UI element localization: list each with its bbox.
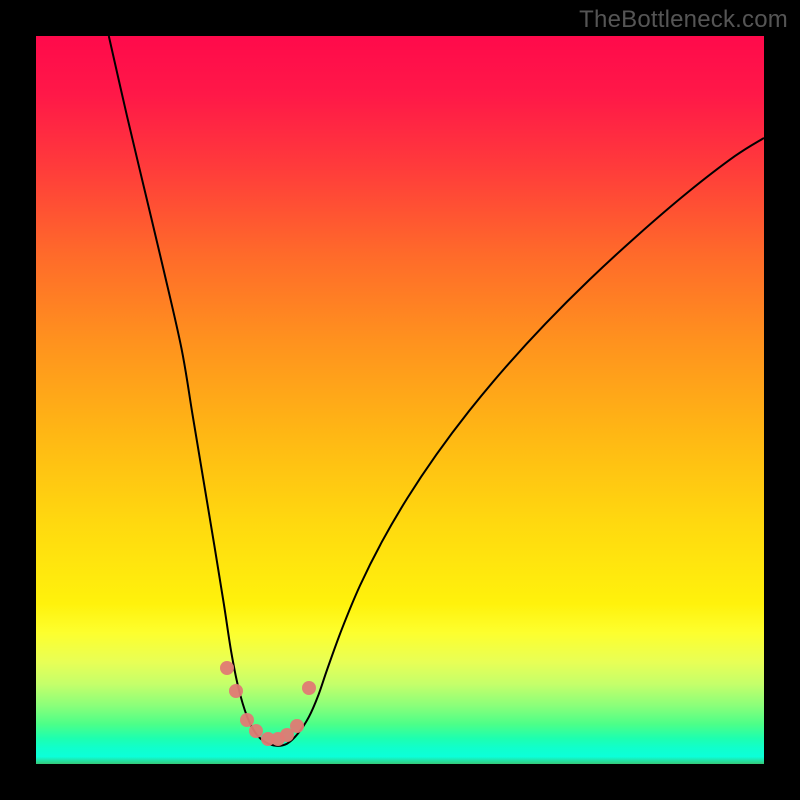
valley-dot xyxy=(220,661,234,675)
valley-dot xyxy=(302,681,316,695)
valley-dot xyxy=(229,684,243,698)
plot-area xyxy=(36,36,764,764)
watermark-text: TheBottleneck.com xyxy=(579,6,788,34)
chart-container: TheBottleneck.com xyxy=(0,0,800,800)
valley-dot xyxy=(290,719,304,733)
curve-valley-markers xyxy=(36,36,764,764)
